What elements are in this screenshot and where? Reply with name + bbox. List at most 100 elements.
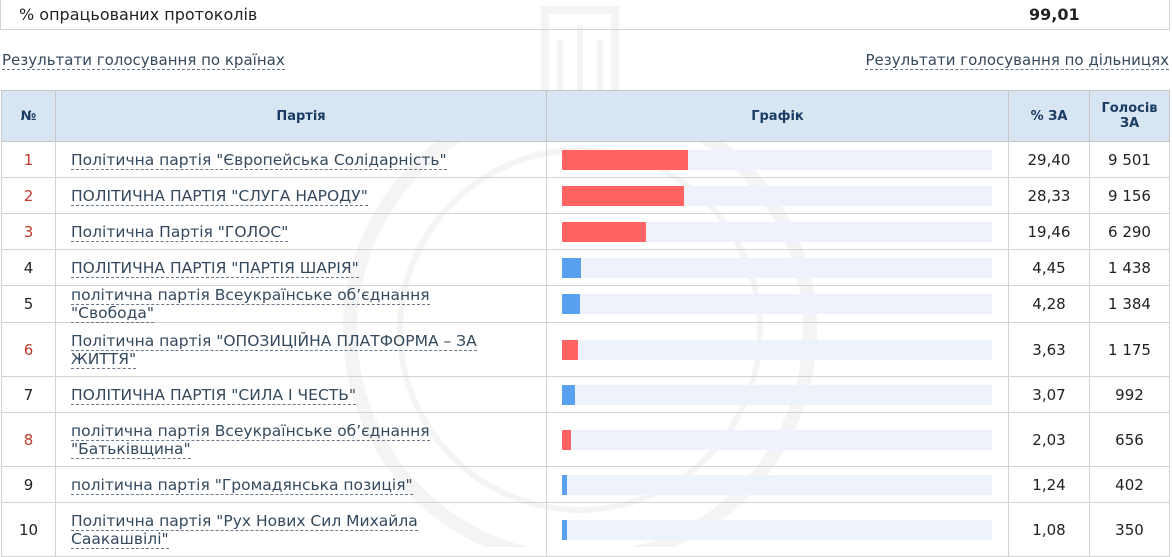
row-chart xyxy=(546,502,1009,557)
party-name-link[interactable]: Політична Партія "ГОЛОС" xyxy=(71,222,289,242)
row-votes: 1 175 xyxy=(1089,322,1170,377)
table-row: 7 ПОЛІТИЧНА ПАРТІЯ "СИЛА І ЧЕСТЬ" 3,07 992 xyxy=(1,376,1170,413)
bar-fill xyxy=(562,519,567,540)
row-percent: 19,46 xyxy=(1008,213,1090,250)
row-party: ПОЛІТИЧНА ПАРТІЯ "ПАРТІЯ ШАРІЯ" xyxy=(55,249,547,286)
row-number: 10 xyxy=(1,502,56,557)
row-number: 6 xyxy=(1,322,56,377)
row-percent: 1,08 xyxy=(1008,502,1090,557)
row-chart xyxy=(546,177,1009,214)
processed-protocols-row: % опрацьованих протоколів 99,01 xyxy=(0,0,1170,30)
bar-track xyxy=(562,339,992,360)
row-number: 4 xyxy=(1,249,56,286)
row-votes: 402 xyxy=(1089,466,1170,503)
row-percent: 2,03 xyxy=(1008,412,1090,467)
row-party: ПОЛІТИЧНА ПАРТІЯ "СЛУГА НАРОДУ" xyxy=(55,177,547,214)
bar-track xyxy=(562,257,992,278)
row-votes: 350 xyxy=(1089,502,1170,557)
row-chart xyxy=(546,412,1009,467)
bar-track xyxy=(562,519,992,540)
bar-fill xyxy=(562,429,571,450)
row-votes: 9 156 xyxy=(1089,177,1170,214)
bar-fill xyxy=(562,384,576,405)
row-party: політична партія "Громадянська позиція" xyxy=(55,466,547,503)
row-percent: 1,24 xyxy=(1008,466,1090,503)
row-votes: 1 438 xyxy=(1089,249,1170,286)
row-votes: 656 xyxy=(1089,412,1170,467)
row-chart xyxy=(546,213,1009,250)
row-votes: 1 384 xyxy=(1089,285,1170,323)
bar-track xyxy=(562,221,992,242)
row-chart xyxy=(546,141,1009,178)
row-percent: 3,63 xyxy=(1008,322,1090,377)
party-name-link[interactable]: Політична партія "Європейська Солідарніс… xyxy=(71,150,447,170)
bar-fill xyxy=(562,339,578,360)
row-party: ПОЛІТИЧНА ПАРТІЯ "СИЛА І ЧЕСТЬ" xyxy=(55,376,547,413)
row-percent: 3,07 xyxy=(1008,376,1090,413)
table-row: 9 політична партія "Громадянська позиція"… xyxy=(1,466,1170,503)
party-name-link[interactable]: Політична партія "Рух Нових Сил Михайла … xyxy=(71,511,418,549)
bar-fill xyxy=(562,185,684,206)
bar-track xyxy=(562,384,992,405)
header-votes-line1: Голосів xyxy=(1101,101,1158,116)
bar-fill xyxy=(562,221,646,242)
row-number: 2 xyxy=(1,177,56,214)
bar-fill xyxy=(562,149,689,170)
bar-fill xyxy=(562,474,568,495)
row-party: політична партія Всеукраїнське об’єднанн… xyxy=(55,285,547,323)
row-votes: 9 501 xyxy=(1089,141,1170,178)
party-name-link[interactable]: Політична партія "ОПОЗИЦІЙНА ПЛАТФОРМА –… xyxy=(71,331,477,369)
row-percent: 28,33 xyxy=(1008,177,1090,214)
results-table: № Партія Графік % ЗА Голосів ЗА 1 Політич… xyxy=(1,90,1170,557)
bar-track xyxy=(562,429,992,450)
row-number: 8 xyxy=(1,412,56,467)
row-number: 1 xyxy=(1,141,56,178)
results-by-stations-link[interactable]: Результати голосування по дільницях xyxy=(865,51,1169,70)
row-number: 9 xyxy=(1,466,56,503)
row-party: політична партія Всеукраїнське об’єднанн… xyxy=(55,412,547,467)
table-row: 3 Політична Партія "ГОЛОС" 19,46 6 290 xyxy=(1,213,1170,250)
party-name-link[interactable]: ПОЛІТИЧНА ПАРТІЯ "ПАРТІЯ ШАРІЯ" xyxy=(71,258,359,278)
row-number: 5 xyxy=(1,285,56,323)
bar-track xyxy=(562,149,992,170)
bar-fill xyxy=(562,294,581,314)
row-votes: 992 xyxy=(1089,376,1170,413)
party-name-link[interactable]: ПОЛІТИЧНА ПАРТІЯ "СЛУГА НАРОДУ" xyxy=(71,186,368,206)
table-row: 6 Політична партія "ОПОЗИЦІЙНА ПЛАТФОРМА … xyxy=(1,322,1170,377)
header-party: Партія xyxy=(55,90,547,142)
bar-track xyxy=(562,185,992,206)
table-row: 5 політична партія Всеукраїнське об’єднан… xyxy=(1,285,1170,323)
row-party: Політична партія "Рух Нових Сил Михайла … xyxy=(55,502,547,557)
row-chart xyxy=(546,285,1009,323)
row-percent: 29,40 xyxy=(1008,141,1090,178)
header-chart: Графік xyxy=(546,90,1009,142)
row-number: 7 xyxy=(1,376,56,413)
table-row: 8 політична партія Всеукраїнське об’єднан… xyxy=(1,412,1170,467)
row-party: Політична Партія "ГОЛОС" xyxy=(55,213,547,250)
table-row: 4 ПОЛІТИЧНА ПАРТІЯ "ПАРТІЯ ШАРІЯ" 4,45 1 43… xyxy=(1,249,1170,286)
processed-protocols-label: % опрацьованих протоколів xyxy=(19,5,258,24)
table-row: 1 Політична партія "Європейська Солідарні… xyxy=(1,141,1170,178)
party-name-link[interactable]: ПОЛІТИЧНА ПАРТІЯ "СИЛА І ЧЕСТЬ" xyxy=(71,385,357,405)
row-percent: 4,28 xyxy=(1008,285,1090,323)
row-percent: 4,45 xyxy=(1008,249,1090,286)
row-chart xyxy=(546,322,1009,377)
party-name-link[interactable]: політична партія Всеукраїнське об’єднанн… xyxy=(71,286,430,323)
row-votes: 6 290 xyxy=(1089,213,1170,250)
bar-fill xyxy=(562,257,582,278)
table-header-row: № Партія Графік % ЗА Голосів ЗА xyxy=(1,90,1170,142)
header-votes-line2: ЗА xyxy=(1119,116,1140,131)
row-chart xyxy=(546,376,1009,413)
row-party: Політична партія "ОПОЗИЦІЙНА ПЛАТФОРМА –… xyxy=(55,322,547,377)
bar-track xyxy=(562,294,992,314)
processed-protocols-value: 99,01 xyxy=(1029,5,1080,24)
row-chart xyxy=(546,466,1009,503)
results-by-countries-link[interactable]: Результати голосування по країнах xyxy=(2,51,285,70)
header-pct: % ЗА xyxy=(1008,90,1090,142)
table-row: 2 ПОЛІТИЧНА ПАРТІЯ "СЛУГА НАРОДУ" 28,33 9 1… xyxy=(1,177,1170,214)
party-name-link[interactable]: політична партія Всеукраїнське об’єднанн… xyxy=(71,421,430,459)
party-name-link[interactable]: політична партія "Громадянська позиція" xyxy=(71,475,413,495)
header-votes: Голосів ЗА xyxy=(1089,90,1170,142)
row-chart xyxy=(546,249,1009,286)
bar-track xyxy=(562,474,992,495)
